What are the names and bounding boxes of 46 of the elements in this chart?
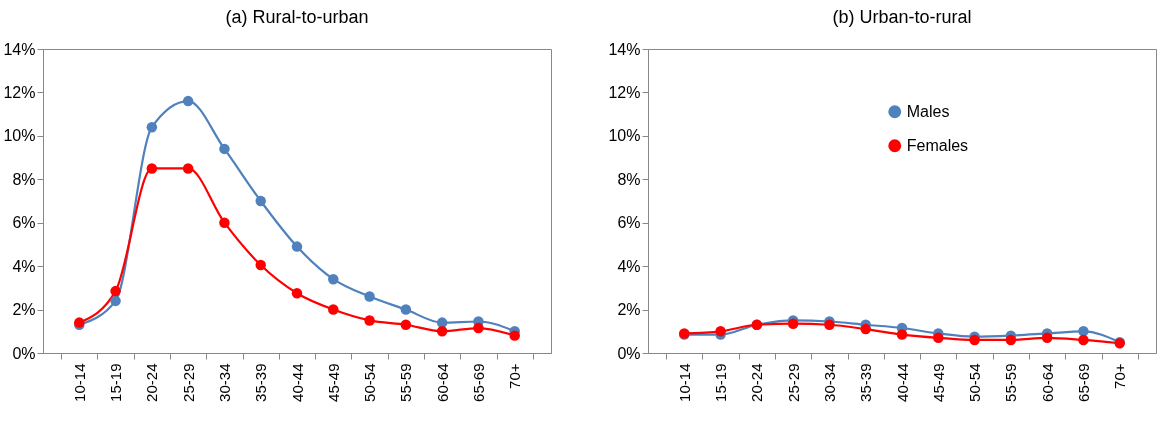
x-tick-label: 60-64 (1038, 363, 1056, 402)
x-tick-label: 20-24 (143, 363, 161, 402)
x-tick-label: 20-24 (748, 363, 766, 402)
chart-title: (a) Rural-to-urban (225, 7, 369, 27)
x-tick-label: 55-59 (1002, 363, 1020, 402)
x-tick-label: 25-29 (784, 363, 802, 402)
y-tick-label: 10% (608, 127, 641, 145)
y-tick-label: 8% (12, 170, 36, 188)
y-tick-label: 14% (3, 40, 36, 58)
y-tick-label: 6% (12, 214, 36, 232)
x-tick-label: 65-69 (469, 363, 487, 402)
y-tick-label: 4% (12, 257, 36, 275)
x-tick-label: 30-34 (215, 363, 233, 402)
y-tick-label: 0% (617, 344, 641, 362)
x-tick-label: 70+ (506, 363, 524, 389)
x-tick-label: 10-14 (70, 363, 88, 402)
x-tick-label: 55-59 (397, 363, 415, 402)
x-tick-label: 30-34 (820, 363, 838, 402)
x-tick-label: 60-64 (433, 363, 451, 402)
y-tick-label: 4% (617, 257, 641, 275)
x-tick-label: 15-19 (107, 363, 125, 402)
y-tick-label: 12% (608, 83, 641, 101)
y-tick-label: 0% (12, 344, 36, 362)
x-tick-label: 35-39 (857, 363, 875, 402)
y-tick-label: 10% (3, 127, 36, 145)
x-tick-label: 25-29 (179, 363, 197, 402)
x-tick-label: 35-39 (252, 363, 270, 402)
x-tick-label: 70+ (1111, 363, 1129, 389)
y-tick-label: 2% (617, 301, 641, 319)
legend-label: Females (906, 136, 969, 154)
x-tick-label: 50-54 (361, 363, 379, 402)
y-tick-label: 14% (608, 40, 641, 58)
x-tick-label: 65-69 (1074, 363, 1092, 402)
x-tick-label: 40-44 (288, 363, 306, 402)
chart-title: (b) Urban-to-rural (832, 7, 972, 27)
x-tick-label: 50-54 (966, 363, 984, 402)
y-tick-label: 8% (617, 170, 641, 188)
x-tick-label: 10-14 (675, 363, 693, 402)
x-tick-label: 15-19 (712, 363, 730, 402)
x-tick-label: 45-49 (324, 363, 342, 402)
x-tick-label: 45-49 (929, 363, 947, 402)
y-tick-label: 12% (3, 83, 36, 101)
legend-label: Males (906, 102, 950, 120)
x-tick-label: 40-44 (893, 363, 911, 402)
y-tick-label: 2% (12, 301, 36, 319)
y-tick-label: 6% (617, 214, 641, 232)
